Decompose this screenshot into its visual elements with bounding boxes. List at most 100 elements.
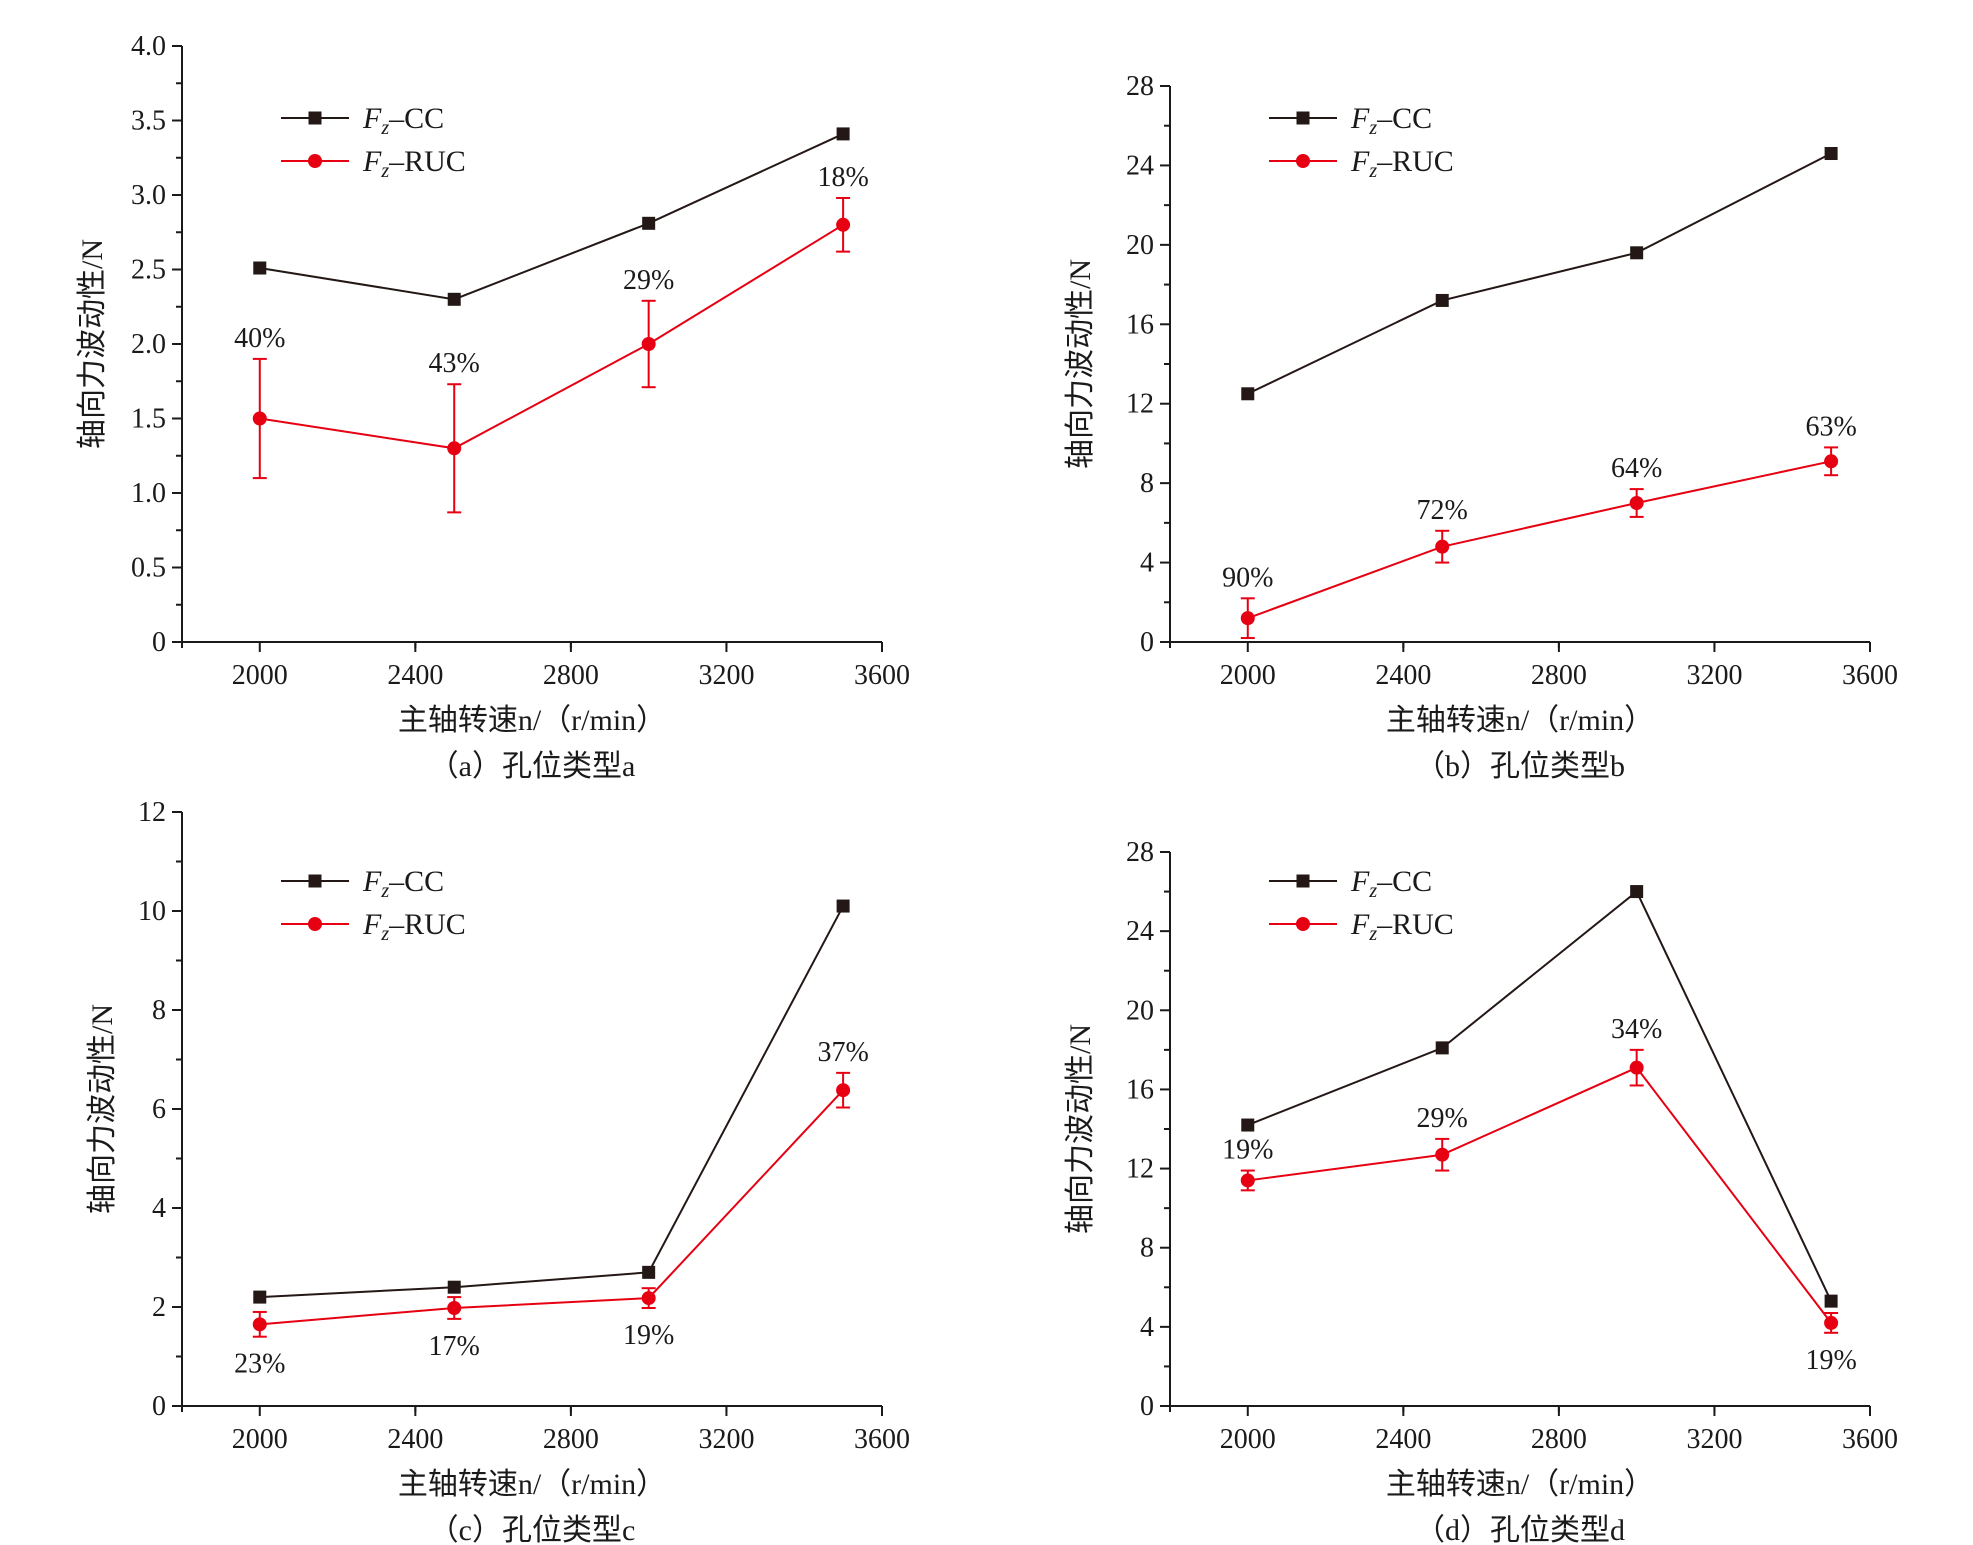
- y-tick-label: 2.0: [131, 329, 166, 360]
- x-tick-label: 3600: [854, 1424, 910, 1455]
- y-tick-label: 1.5: [131, 404, 166, 435]
- legend-item-ruc: Fz–RUC: [281, 908, 466, 945]
- data-point: [252, 1317, 267, 1332]
- legend-item-cc: Fz–CC: [1269, 865, 1432, 902]
- x-tick-label: 2800: [543, 660, 599, 691]
- legend-item-ruc: Fz–RUC: [1269, 145, 1454, 182]
- y-tick-label: 20: [1126, 230, 1154, 261]
- y-tick-label: 12: [1126, 389, 1154, 420]
- legend-label-sub: z: [380, 880, 389, 902]
- chart-panel-b: 0 4 8 12 16 20 24 28 2000 2400 2800 3200 3600 主轴转速n/（…: [1064, 71, 1898, 783]
- percentage-annotation: 72%: [1417, 495, 1468, 526]
- data-point: [1629, 1060, 1644, 1075]
- legend-marker: [308, 111, 322, 125]
- data-point: [1435, 1041, 1449, 1055]
- y-axis-title: 轴向力波动性/N: [86, 1004, 119, 1214]
- series-ruc: [252, 196, 851, 514]
- data-point: [1435, 1147, 1450, 1162]
- y-tick-label: 12: [1126, 1154, 1154, 1185]
- y-tick-label: 8: [152, 995, 166, 1026]
- data-point: [836, 217, 851, 232]
- x-axis-title: 主轴转速n/（r/min）: [398, 1468, 666, 1501]
- data-point: [447, 1300, 462, 1315]
- data-point: [1241, 1118, 1255, 1132]
- y-tick-label: 0.5: [131, 553, 166, 584]
- legend-marker: [308, 917, 322, 931]
- series-line: [259, 905, 844, 1299]
- percentage-annotation: 40%: [234, 323, 285, 354]
- x-axis-title: 主轴转速n/（r/min）: [1386, 704, 1654, 737]
- x-tick-label: 2800: [1531, 660, 1587, 691]
- y-tick-label: 6: [152, 1094, 166, 1125]
- data-point: [1435, 293, 1449, 307]
- legend-label-main: F: [1350, 865, 1370, 898]
- chart-panel-d: 0 4 8 12 16 20 24 28 2000 2400 2800 3200 3600 主轴转速n/（…: [1064, 837, 1898, 1545]
- legend-label: Fz–RUC: [362, 145, 466, 182]
- y-tick-label: 1.0: [131, 478, 166, 509]
- percentage-annotation: 23%: [234, 1349, 285, 1380]
- percentage-annotation: 43%: [429, 348, 480, 379]
- legend-marker: [1296, 154, 1310, 168]
- x-tick-label: 3200: [698, 660, 754, 691]
- data-point: [1240, 611, 1255, 626]
- legend-label-suffix: –RUC: [1376, 908, 1454, 941]
- legend-item-cc: Fz–CC: [1269, 102, 1432, 139]
- percentage-annotation: 34%: [1611, 1014, 1662, 1045]
- percentage-annotation: 64%: [1611, 453, 1662, 484]
- x-axis-title: 主轴转速n/（r/min）: [1386, 1468, 1654, 1501]
- legend-label-main: F: [1350, 145, 1370, 178]
- data-point: [1241, 387, 1255, 401]
- legend-label-suffix: –RUC: [388, 908, 466, 941]
- x-tick-label: 2400: [1375, 660, 1431, 691]
- y-tick-label: 3.0: [131, 180, 166, 211]
- percentage-annotation: 63%: [1805, 411, 1856, 442]
- series-ruc: [1240, 446, 1839, 640]
- series-cc: [1241, 885, 1838, 1308]
- y-tick-label: 20: [1126, 995, 1154, 1026]
- chart-panel-a: 0 0.5 1.0 1.5 2.0 2.5 3.0 3.5 4.0 2000 2400 2800 320…: [76, 31, 910, 783]
- legend-label-main: F: [1350, 908, 1370, 941]
- panel-caption: （d）孔位类型d: [1415, 1514, 1625, 1545]
- data-point: [447, 1280, 461, 1294]
- legend-label-sub: z: [1368, 923, 1377, 945]
- x-tick-label: 3600: [1842, 1424, 1898, 1455]
- series-line: [259, 1089, 844, 1326]
- data-point: [1629, 496, 1644, 510]
- percentage-annotation: 29%: [1417, 1103, 1468, 1134]
- panel-caption: （b）孔位类型b: [1415, 750, 1625, 783]
- y-tick-label: 12: [138, 797, 166, 828]
- percentage-annotation: 19%: [1805, 1345, 1856, 1376]
- panel-caption: （a）孔位类型a: [429, 750, 636, 783]
- y-tick-label: 2.5: [131, 255, 166, 286]
- series-cc: [253, 127, 850, 306]
- legend-label-main: F: [362, 908, 382, 941]
- y-tick-label: 28: [1126, 71, 1154, 102]
- percentage-annotation: 90%: [1222, 562, 1273, 593]
- chart-panel-c: 0 2 4 6 8 10 12 2000 2400 2800 3200 3600 主轴转速n/（r/mi…: [86, 797, 910, 1545]
- series-ruc: [252, 1071, 851, 1338]
- data-point: [836, 127, 850, 141]
- legend-label: Fz–CC: [362, 865, 444, 902]
- legend-item-cc: Fz–CC: [281, 102, 444, 139]
- data-point: [836, 899, 850, 913]
- legend-label-sub: z: [380, 117, 389, 139]
- legend-marker: [1296, 874, 1310, 888]
- legend-label-suffix: –CC: [388, 865, 444, 898]
- data-point: [253, 1290, 267, 1304]
- percentage-annotation: 17%: [429, 1331, 480, 1362]
- percentage-annotation: 37%: [817, 1037, 868, 1068]
- series-line: [259, 223, 844, 450]
- legend: Fz–CC Fz–RUC: [1269, 102, 1454, 182]
- legend-label: Fz–RUC: [362, 908, 466, 945]
- percentage-annotation: 18%: [817, 162, 868, 193]
- y-tick-label: 10: [138, 896, 166, 927]
- series-line: [1247, 460, 1832, 620]
- series-ruc: [1240, 1048, 1839, 1334]
- data-point: [1824, 147, 1838, 161]
- series-cc: [253, 899, 850, 1304]
- y-axis-title: 轴向力波动性/N: [76, 239, 109, 449]
- y-tick-label: 16: [1126, 309, 1154, 340]
- y-tick-label: 4.0: [131, 31, 166, 62]
- data-point: [1630, 885, 1644, 899]
